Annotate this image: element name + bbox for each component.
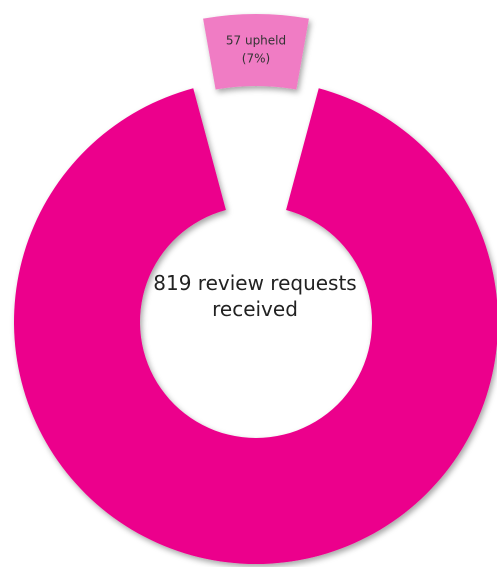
- donut-segment: [14, 88, 497, 565]
- donut-segment: [203, 14, 309, 90]
- segment-label: 57 upheld: [226, 34, 286, 48]
- segment-label: (7%): [242, 52, 270, 66]
- center-label: 819 review requests received: [153, 271, 357, 321]
